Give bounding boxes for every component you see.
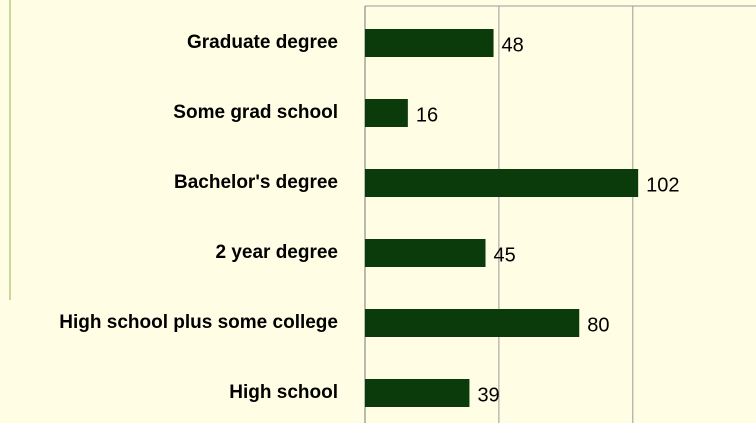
category-label: Bachelor's degree — [174, 172, 338, 193]
category-label: Graduate degree — [187, 32, 338, 53]
category-label: High school — [229, 382, 338, 403]
value-label: 48 — [502, 34, 524, 56]
category-label: 2 year degree — [215, 242, 338, 263]
value-label: 102 — [646, 174, 679, 196]
category-label: Some grad school — [173, 102, 338, 123]
category-label: High school plus some college — [59, 312, 338, 333]
bar — [365, 169, 639, 197]
bar — [365, 29, 494, 57]
bar — [365, 379, 470, 407]
value-label: 16 — [416, 104, 438, 126]
value-label: 80 — [587, 314, 609, 336]
bar — [365, 309, 580, 337]
bar — [365, 239, 486, 267]
value-label: 45 — [494, 244, 516, 266]
bar — [365, 99, 408, 127]
value-label: 39 — [477, 384, 499, 406]
